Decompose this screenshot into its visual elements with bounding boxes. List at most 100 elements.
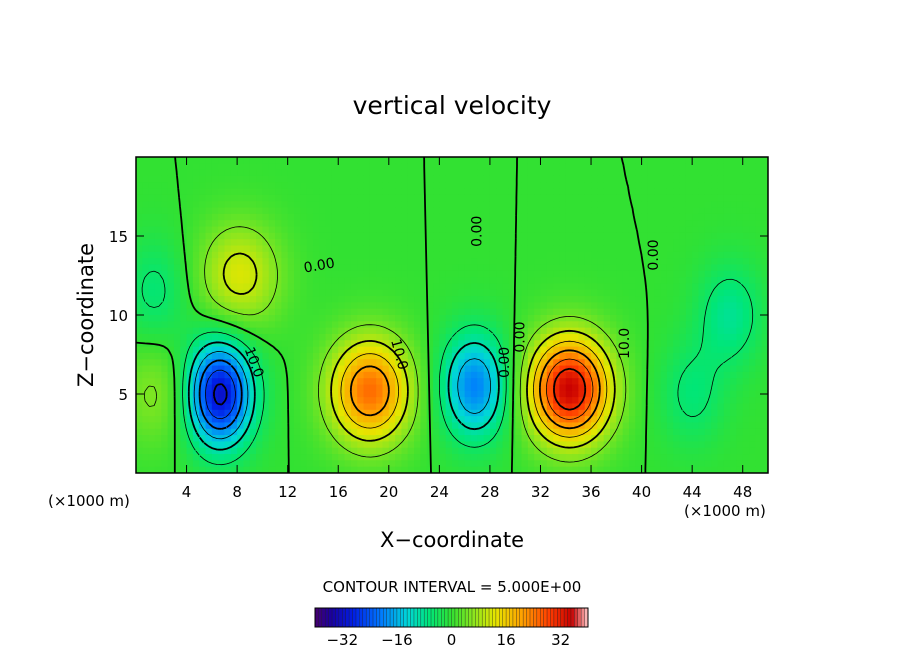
field-cell (306, 321, 314, 329)
field-cell (496, 245, 504, 253)
field-cell (534, 175, 542, 183)
field-cell (565, 175, 573, 183)
field-cell (211, 308, 219, 316)
field-cell (192, 213, 200, 221)
field-cell (262, 378, 270, 386)
field-cell (256, 283, 263, 291)
field-cell (376, 220, 384, 228)
field-cell (489, 289, 497, 297)
field-cell (148, 397, 156, 405)
field-cell (742, 277, 750, 284)
field-cell (610, 270, 617, 278)
field-cell (136, 213, 143, 221)
field-cell (584, 201, 592, 209)
field-cell (439, 308, 447, 316)
field-cell (654, 188, 662, 196)
field-cell (161, 251, 169, 259)
field-cell (420, 378, 428, 386)
field-cell (224, 264, 232, 272)
field-cell (597, 182, 605, 190)
field-cell (325, 283, 333, 291)
field-cell (433, 289, 440, 297)
field-cell (610, 460, 617, 468)
field-cell (597, 163, 605, 171)
field-cell (173, 194, 181, 202)
field-cell (464, 175, 472, 183)
field-cell (458, 409, 466, 417)
field-cell (401, 441, 409, 449)
field-cell (186, 447, 194, 455)
field-cell (199, 283, 207, 291)
field-cell (489, 207, 497, 215)
field-cell (401, 422, 409, 430)
field-cell (312, 333, 320, 341)
field-cell (350, 296, 358, 303)
field-cell (477, 416, 485, 424)
field-cell (382, 302, 390, 310)
field-cell (388, 302, 396, 310)
field-cell (660, 302, 668, 310)
field-cell (262, 397, 270, 405)
field-cell (616, 422, 624, 430)
field-cell (306, 454, 314, 461)
field-cell (692, 403, 700, 411)
field-cell (249, 447, 257, 455)
field-cell (717, 378, 725, 386)
field-cell (224, 428, 232, 436)
field-cell (572, 157, 579, 164)
field-cell (692, 315, 700, 322)
field-cell (407, 454, 415, 461)
field-cell (395, 220, 403, 228)
field-cell (306, 239, 314, 247)
field-cell (445, 157, 453, 164)
field-cell (584, 277, 592, 284)
field-cell (673, 384, 681, 392)
field-cell (312, 416, 320, 424)
field-cell (180, 157, 188, 164)
field-cell (218, 283, 226, 291)
field-cell (540, 277, 548, 284)
field-cell (186, 460, 194, 468)
field-cell (249, 441, 257, 449)
field-cell (331, 378, 339, 386)
field-cell (489, 270, 497, 278)
field-cell (414, 182, 421, 190)
field-cell (376, 403, 384, 411)
field-cell (256, 428, 263, 436)
field-cell (749, 188, 756, 196)
field-cell (426, 163, 434, 171)
field-cell (660, 384, 668, 392)
field-cell (300, 409, 308, 417)
field-cell (439, 466, 447, 473)
field-cell (312, 296, 320, 303)
field-cell (287, 163, 295, 171)
field-cell (527, 371, 535, 379)
field-cell (211, 466, 219, 473)
field-cell (218, 182, 226, 190)
field-cell (641, 188, 649, 196)
field-cell (496, 163, 504, 171)
field-cell (445, 447, 453, 455)
field-cell (496, 416, 504, 424)
field-cell (502, 441, 510, 449)
field-cell (395, 365, 403, 373)
field-cell (331, 466, 339, 473)
field-cell (470, 466, 478, 473)
field-cell (161, 296, 169, 303)
field-cell (148, 333, 156, 341)
field-cell (464, 390, 472, 398)
field-cell (420, 245, 428, 253)
field-cell (647, 232, 655, 240)
field-cell (319, 251, 327, 259)
field-cell (711, 188, 719, 196)
field-cell (553, 258, 561, 266)
field-cell (572, 169, 579, 177)
field-cell (363, 454, 371, 461)
field-cell (584, 460, 592, 468)
field-cell (654, 232, 662, 240)
field-cell (647, 384, 655, 392)
field-cell (180, 270, 188, 278)
field-cell (388, 409, 396, 417)
field-cell (218, 359, 226, 367)
field-cell (363, 201, 371, 209)
